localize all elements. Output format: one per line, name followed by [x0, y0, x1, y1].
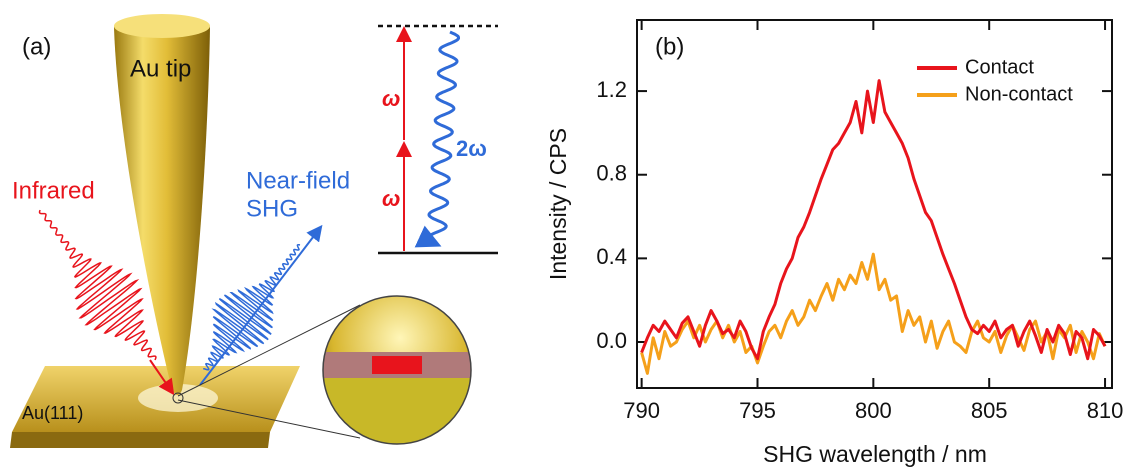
legend-label: Non-contact [965, 83, 1073, 105]
y-tick-label: 0.8 [596, 161, 627, 186]
panel-label: (b) [655, 33, 684, 60]
legend-label: Contact [965, 56, 1034, 78]
x-tick-label: 795 [739, 398, 776, 423]
near-field-label: Near-field [246, 167, 350, 194]
omega-label: ω [382, 186, 400, 211]
panel-a: (a) Au tip Infrared Near-field SHG ω ω 2… [10, 14, 498, 450]
x-tick-label: 790 [623, 398, 660, 423]
panel-label: (a) [22, 33, 51, 60]
substrate-label: Au(111) [22, 403, 83, 423]
magnifier [320, 290, 480, 450]
y-tick-label: 1.2 [596, 77, 627, 102]
x-tick-label: 800 [855, 398, 892, 423]
tip-top [114, 14, 210, 38]
x-tick-label: 810 [1087, 398, 1124, 423]
tip-label: Au tip [130, 55, 191, 82]
infrared-label: Infrared [12, 177, 95, 204]
infrared-wave [40, 210, 156, 360]
2omega-arrow [428, 32, 459, 244]
page: {"panel_a": {"label": "(a)", "tip_label"… [0, 0, 1132, 471]
panel-b: (b) SHG wavelength / nm Intensity / CPS … [545, 20, 1123, 467]
figure: (a) Au tip Infrared Near-field SHG ω ω 2… [0, 0, 1132, 471]
shg-wave [203, 245, 300, 370]
x-axis-title: SHG wavelength / nm [763, 441, 987, 467]
omega-label: ω [382, 86, 400, 111]
series-line [642, 81, 1105, 359]
y-axis-title: Intensity / CPS [545, 128, 571, 280]
shg-label: SHG [246, 195, 298, 222]
y-tick-label: 0.4 [596, 244, 627, 269]
x-tick-label: 805 [971, 398, 1008, 423]
y-tick-label: 0.0 [596, 328, 627, 353]
substrate-edge [10, 432, 270, 448]
2omega-label: 2ω [456, 136, 487, 161]
